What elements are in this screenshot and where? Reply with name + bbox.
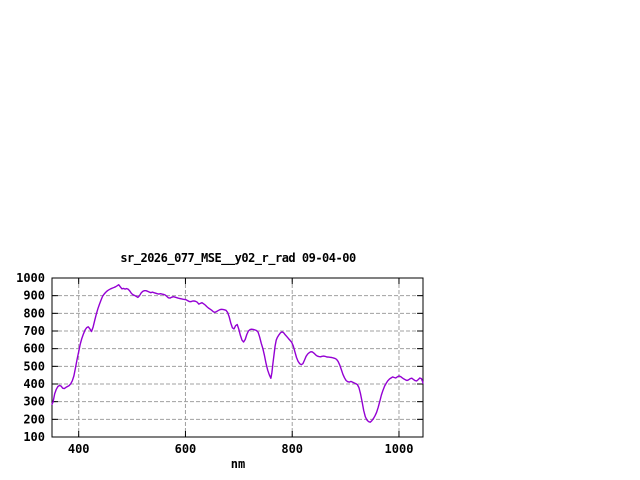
axis-layer xyxy=(51,277,424,438)
x-tick-label: 800 xyxy=(281,442,303,456)
grid-layer xyxy=(52,277,423,438)
y-tick-label: 700 xyxy=(23,324,45,338)
y-tick-label: 200 xyxy=(23,412,45,426)
y-tick-label: 500 xyxy=(23,359,45,373)
y-tick-label: 100 xyxy=(23,430,45,444)
chart-title: sr_2026_077_MSE__y02_r_rad 09-04-00 xyxy=(120,251,356,266)
series-layer xyxy=(51,284,424,423)
y-tick-label: 1000 xyxy=(16,271,45,285)
x-tick-label: 1000 xyxy=(385,442,414,456)
plot-border xyxy=(51,277,424,438)
y-tick-label: 300 xyxy=(23,395,45,409)
y-tick-label: 400 xyxy=(23,377,45,391)
y-tick-label: 600 xyxy=(23,342,45,356)
axis-labels-layer: 100 200 300 400 500 600 700 800 900 1000 400 600 800… xyxy=(16,271,413,456)
x-tick-label: 400 xyxy=(68,442,90,456)
y-tick-label: 800 xyxy=(23,306,45,320)
spectrum-line xyxy=(51,284,424,423)
x-tick-label: 600 xyxy=(175,442,197,456)
x-axis-label: nm xyxy=(231,457,245,471)
y-tick-label: 900 xyxy=(23,289,45,303)
